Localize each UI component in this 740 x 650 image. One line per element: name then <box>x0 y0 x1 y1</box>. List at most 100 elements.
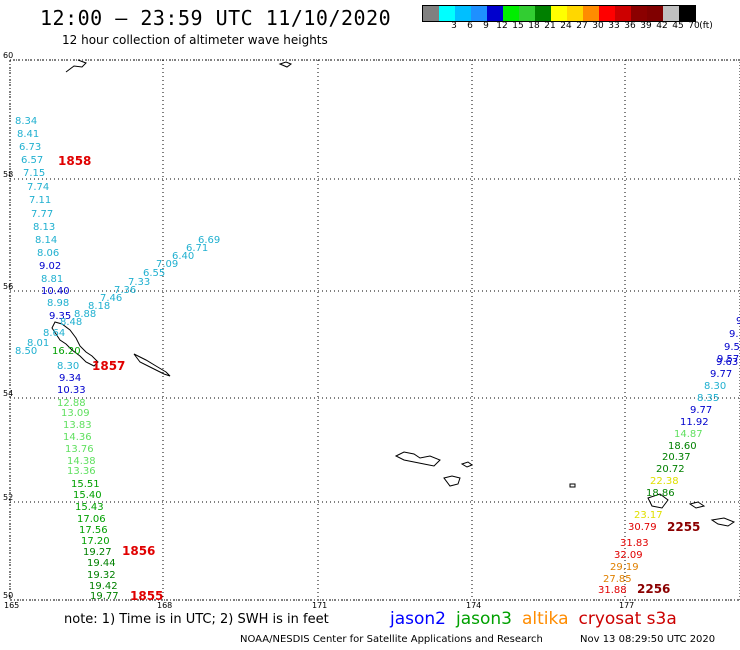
swh-label: 20.37 <box>662 452 691 463</box>
swh-label: 6.40 <box>172 251 194 262</box>
swh-label: 8.41 <box>17 129 39 140</box>
island-aleutian-1 <box>394 451 441 467</box>
swh-label: 8.13 <box>33 222 55 233</box>
lat-label: 54 <box>3 389 13 398</box>
map-frame <box>9 59 740 601</box>
lat-label: 58 <box>3 170 13 179</box>
lon-label: 171 <box>312 601 327 610</box>
color-scale-legend <box>422 5 696 22</box>
swh-label: 6.55 <box>143 268 165 279</box>
swh-label: 27.85 <box>603 574 632 585</box>
swh-label: 9.02 <box>39 261 61 272</box>
chart-subtitle: 12 hour collection of altimeter wave hei… <box>62 33 328 47</box>
swh-label: 32.09 <box>614 550 643 561</box>
swh-label: 8.81 <box>41 274 63 285</box>
swh-label: 7.77 <box>31 209 53 220</box>
swh-label: 15.40 <box>73 490 102 501</box>
track-west-vertical: 8.34 8.41 6.73 6.57 7.15 7.74 7.11 7.77 8.13 8.14… <box>15 116 119 602</box>
lon-label: 165 <box>4 601 19 610</box>
swh-label: 7.09 <box>156 259 178 270</box>
legend-swatch <box>583 6 599 21</box>
legend-swatch <box>679 6 695 21</box>
legend-unit: (ft) <box>699 21 713 31</box>
legend-tick-label: 15 <box>512 21 524 31</box>
swh-label: 30.79 <box>628 522 657 533</box>
legend-tick-label: 21 <box>544 21 556 31</box>
swh-label: 10.33 <box>57 385 86 396</box>
swh-label: 17.06 <box>77 514 106 525</box>
swh-label: 9.77 <box>690 405 712 416</box>
swh-label: 23.17 <box>634 510 663 521</box>
pass-time-label: 2255 <box>667 520 700 534</box>
swh-label: 8.01 <box>27 338 49 349</box>
swh-label: 13.09 <box>61 408 90 419</box>
lat-label: 60 <box>3 51 13 60</box>
pass-time-label: 2256 <box>637 582 670 596</box>
track-east: 9.9.9.59.579.639.778.308.359.7711.9214.8… <box>598 316 740 596</box>
swh-label: 13.76 <box>65 444 94 455</box>
legend-swatch <box>423 6 439 21</box>
legend-tick-label: 42 <box>656 21 668 31</box>
swh-label: 20.72 <box>656 464 685 475</box>
swh-label: 8.14 <box>35 235 57 246</box>
legend-swatch <box>487 6 503 21</box>
swh-label: 9. <box>736 316 740 327</box>
island-aleutian-6 <box>688 501 706 509</box>
coastlines <box>51 59 736 527</box>
swh-label: 18.60 <box>668 441 697 452</box>
swh-label: 6.73 <box>19 142 41 153</box>
lon-label: 177 <box>619 601 634 610</box>
legend-swatch <box>567 6 583 21</box>
swh-label: 7.74 <box>27 182 49 193</box>
lon-label: 174 <box>466 601 481 610</box>
island-aleutian-4 <box>569 483 576 488</box>
legend-swatch <box>663 6 679 21</box>
pass-times: 1858 1857 1856 1855 2255 2256 <box>58 154 700 603</box>
satellite-name: cryosat s3a <box>578 609 677 629</box>
swh-label: 10.40 <box>41 286 70 297</box>
swh-label: 8.18 <box>88 301 110 312</box>
swh-label: 31.88 <box>598 585 627 596</box>
swh-label: 8.30 <box>704 381 726 392</box>
island-aleutian-7 <box>710 517 736 527</box>
pass-time-label: 1857 <box>92 359 125 373</box>
swh-label: 18.86 <box>646 488 675 499</box>
island-top-mid <box>278 61 293 68</box>
swh-label: 8.35 <box>697 393 719 404</box>
swh-label: 14.36 <box>63 432 92 443</box>
swh-label: 22.38 <box>650 476 679 487</box>
swh-label: 13.36 <box>67 466 96 477</box>
footer-credit: NOAA/NESDIS Center for Satellite Applica… <box>240 634 543 645</box>
swh-label: 17.20 <box>81 536 110 547</box>
island-attu-bering <box>65 59 87 73</box>
track-west-diagonal: 6.696.716.407.096.557.337.367.468.188.88… <box>60 235 220 328</box>
swh-label: 8.30 <box>57 361 79 372</box>
swh-label: 6.69 <box>198 235 220 246</box>
swh-label: 6.57 <box>21 155 43 166</box>
legend-swatch <box>455 6 471 21</box>
swh-label: 8.88 <box>74 309 96 320</box>
swh-label: 8.48 <box>60 317 82 328</box>
satellite-name: jason3 <box>456 609 512 629</box>
swh-label: 8.34 <box>15 116 37 127</box>
swh-label: 6.71 <box>186 243 208 254</box>
legend-tick-label: 70 <box>688 21 700 31</box>
legend-swatch <box>647 6 663 21</box>
swh-label: 17.56 <box>79 525 108 536</box>
swh-label: 8.98 <box>47 298 69 309</box>
satellite-key: jason2 jason3 altika cryosat s3a <box>390 609 687 629</box>
swh-label: 11.92 <box>680 417 709 428</box>
swh-label: 9.57 <box>717 354 739 365</box>
legend-swatch <box>535 6 551 21</box>
legend-tick-label: 45 <box>672 21 684 31</box>
island-aleutian-2 <box>443 475 461 487</box>
legend-tick-label: 3 <box>451 21 457 31</box>
swh-label: 9.77 <box>710 369 732 380</box>
swh-label: 31.83 <box>620 538 649 549</box>
legend-swatch <box>471 6 487 21</box>
legend-swatch <box>631 6 647 21</box>
legend-tick-label: 27 <box>576 21 588 31</box>
legend-tick-label: 9 <box>483 21 489 31</box>
